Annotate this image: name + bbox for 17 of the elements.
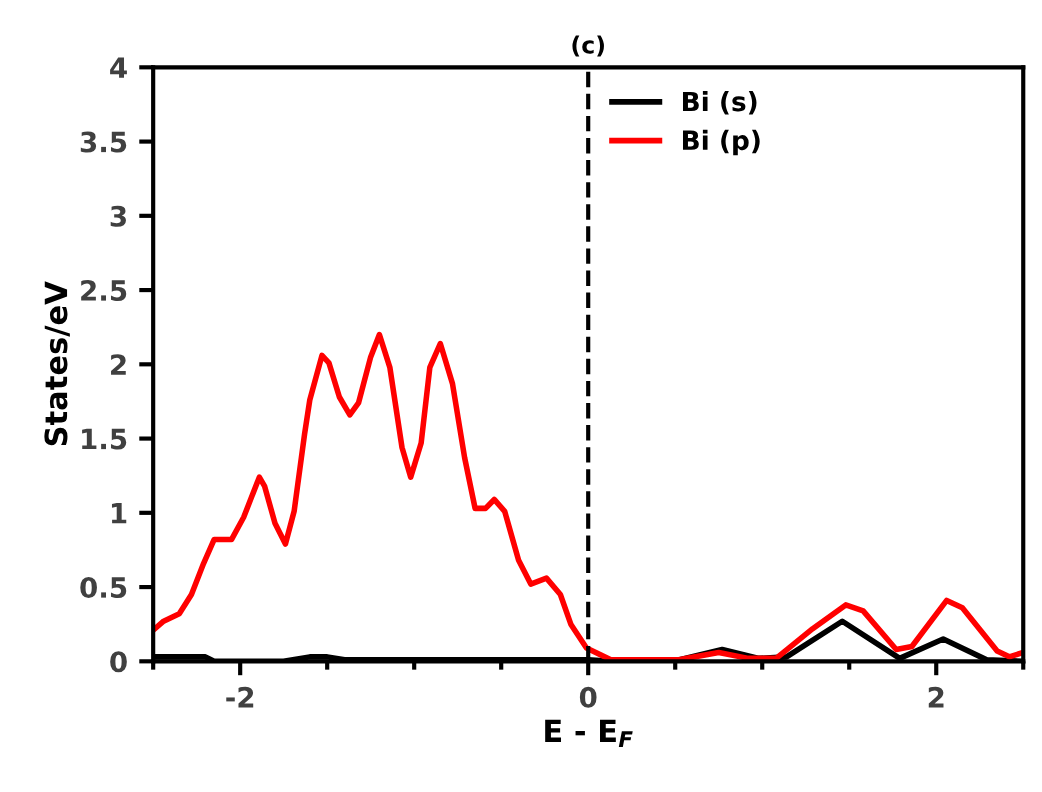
x-tick-label: 0 <box>579 686 597 708</box>
x-tick-label: -2 <box>226 686 254 708</box>
y-tick-label: 0.5 <box>80 577 127 599</box>
y-axis-title: States/eV <box>44 281 70 446</box>
legend-label: Bi (s) <box>682 91 757 115</box>
y-tick-label: 0 <box>110 651 127 673</box>
y-tick-label: 1 <box>111 503 127 524</box>
y-tick-label: 1.5 <box>82 428 127 450</box>
y-tick-label: 4 <box>110 57 127 78</box>
y-tick-label: 2.5 <box>81 280 127 302</box>
x-axis-title: E - E$_{F}$ <box>545 719 633 747</box>
y-tick-label: 3.5 <box>80 131 127 153</box>
chart-title: (c) <box>572 35 604 57</box>
legend-label: Bi (p) <box>682 129 760 156</box>
y-tick-label: 2 <box>111 354 126 375</box>
x-tick-label: 2 <box>928 686 944 708</box>
y-tick-label: 3 <box>110 205 126 227</box>
